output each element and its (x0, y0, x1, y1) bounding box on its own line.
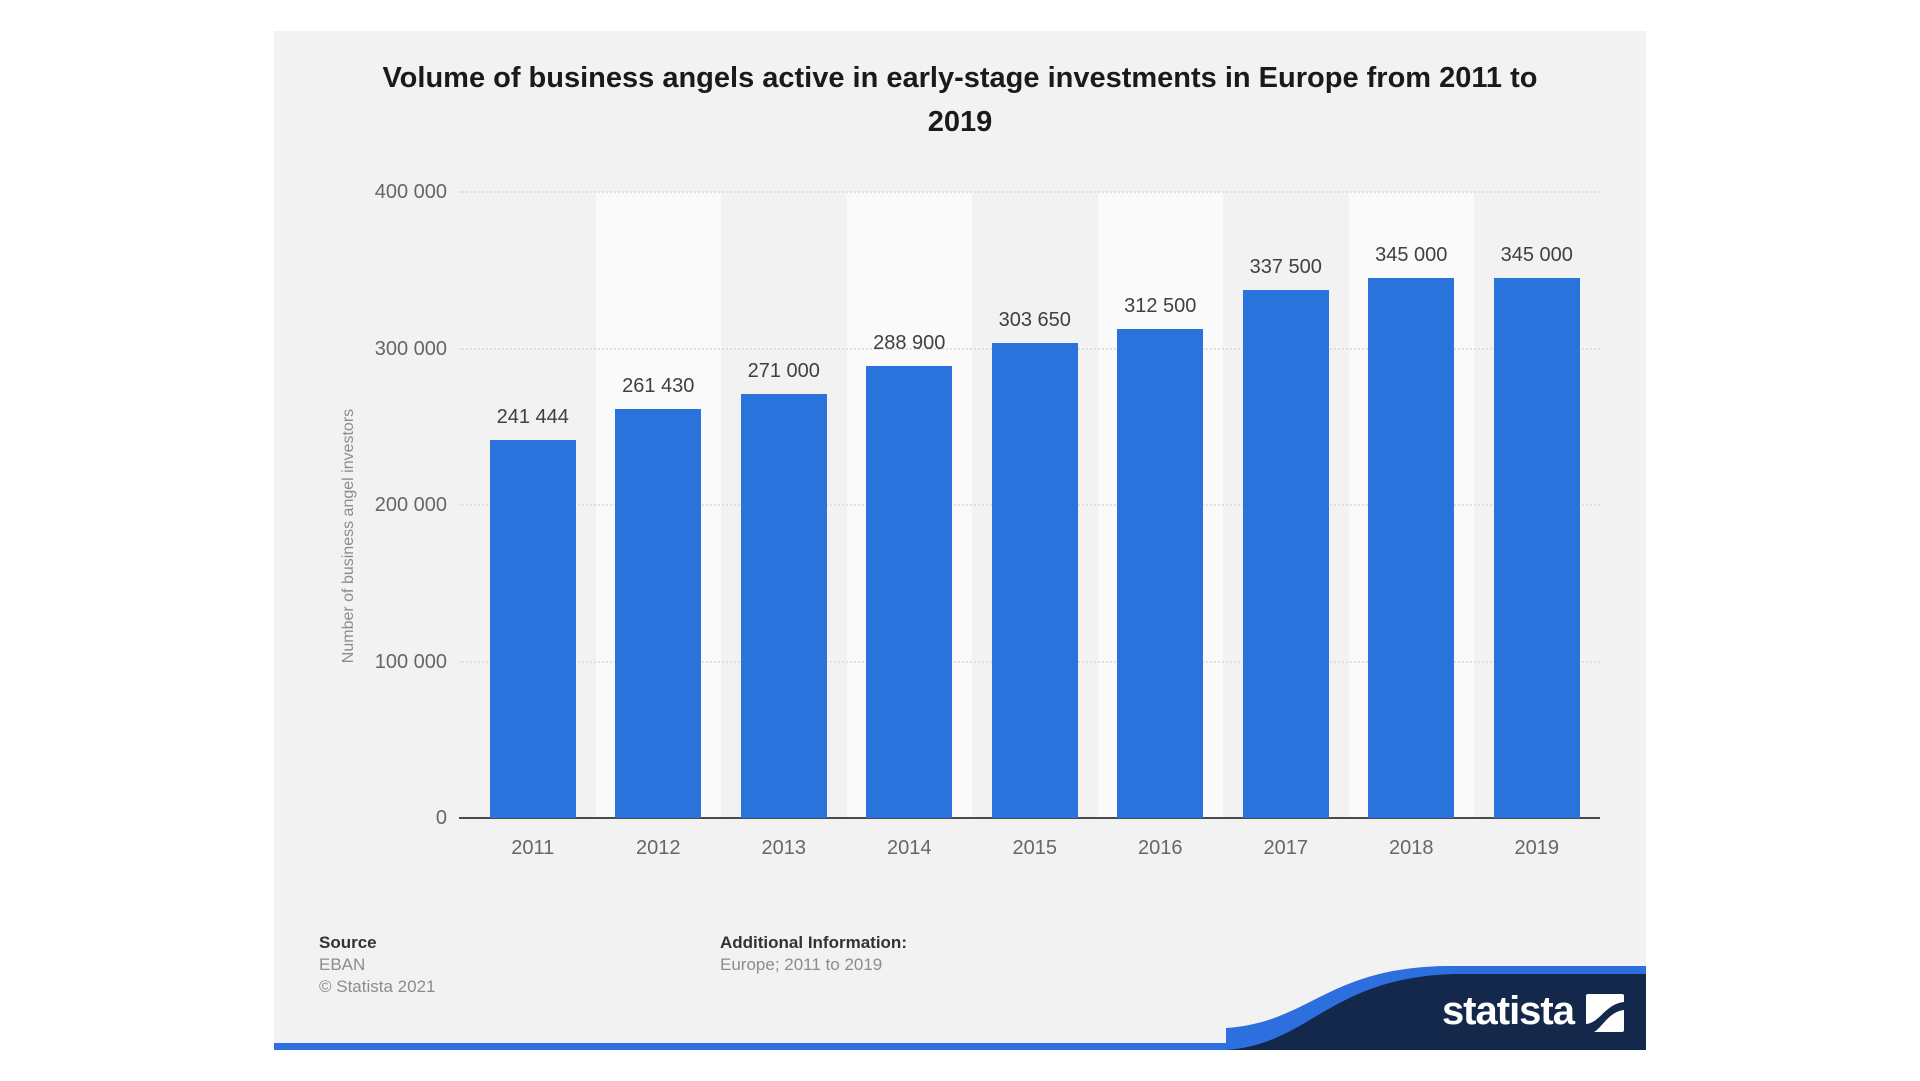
bar-value-label: 345 000 (1500, 244, 1573, 267)
bar-2018 (1368, 278, 1455, 818)
chart-title-line-1: Volume of business angels active in earl… (382, 62, 1538, 94)
additional-info-label: Additional Information: (720, 933, 907, 952)
additional-info-block: Additional Information: Europe; 2011 to … (720, 932, 907, 976)
bar-value-label: 288 900 (873, 331, 946, 354)
bar-2011 (489, 440, 576, 818)
banner-navy-shape (1226, 974, 1646, 1050)
x-axis-tick-label: 2015 (1012, 837, 1058, 859)
bar-2019 (1493, 278, 1580, 818)
y-axis-title: Number of business angel investors (340, 408, 357, 664)
source-block: Source EBAN © Statista 2021 (319, 932, 436, 998)
x-axis-tick-label: 2014 (887, 837, 932, 859)
y-axis-tick-label: 100 000 (374, 650, 447, 673)
bar-value-label: 303 650 (998, 308, 1071, 331)
x-axis-tick-label: 2019 (1514, 837, 1560, 859)
source-label: Source (319, 933, 377, 952)
banner-content: statista (1226, 976, 1646, 1050)
bar-2013 (740, 393, 827, 818)
y-axis-tick-label: 200 000 (374, 494, 447, 516)
bar-value-label: 241 444 (496, 406, 569, 429)
x-axis-tick-label: 2012 (636, 837, 681, 859)
bar-value-label: 271 000 (747, 359, 820, 382)
statista-banner: statista (1226, 958, 1646, 1050)
banner-swoosh-shape (1226, 966, 1646, 1050)
x-axis-tick-label: 2013 (761, 837, 807, 859)
y-axis-tick-label: 400 000 (374, 181, 447, 203)
x-axis-tick-label: 2016 (1138, 837, 1183, 859)
y-axis-tick-label: 0 (435, 807, 447, 829)
bar-2014 (866, 365, 953, 818)
bar-value-label: 261 430 (622, 374, 695, 397)
x-axis-line (459, 817, 1600, 819)
bottom-accent-strip (274, 1043, 1646, 1050)
y-gridline (459, 191, 1600, 193)
bar-2016 (1117, 328, 1204, 818)
source-value: EBAN (319, 955, 366, 974)
y-axis-tick-label: 300 000 (374, 337, 447, 360)
statista-logo-wordmark: statista (1441, 988, 1575, 1033)
chart-title-line-2: 2019 (927, 106, 993, 138)
statista-logo-icon (1586, 994, 1624, 1032)
chart-card: Volume of business angels active in earl… (274, 31, 1646, 1050)
bar-value-label: 345 000 (1375, 244, 1448, 267)
chart-title: Volume of business angels active in earl… (274, 56, 1646, 144)
bar-2012 (615, 408, 702, 818)
x-axis-tick-label: 2017 (1263, 837, 1309, 859)
copyright-note: © Statista 2021 (319, 977, 436, 996)
x-axis-tick-label: 2011 (511, 837, 555, 859)
bar-value-label: 337 500 (1249, 255, 1322, 278)
bar-value-label: 312 500 (1124, 294, 1197, 317)
bar-2015 (991, 342, 1078, 818)
x-axis-tick-label: 2018 (1389, 837, 1434, 859)
bar-2017 (1242, 289, 1329, 818)
additional-info-value: Europe; 2011 to 2019 (720, 955, 883, 974)
